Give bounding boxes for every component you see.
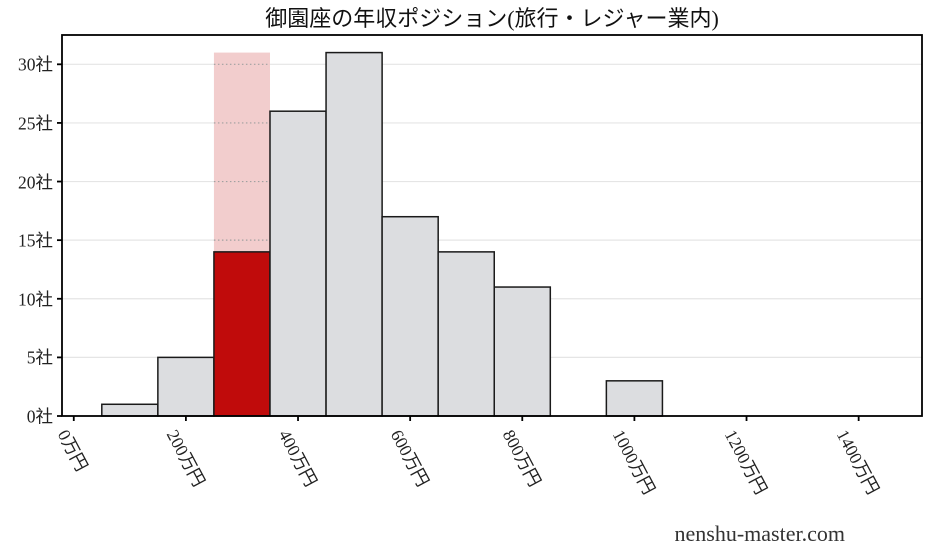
histogram-bar bbox=[101, 403, 159, 417]
plot-border bbox=[61, 34, 923, 417]
x-tick-label: 1200万円 bbox=[720, 426, 772, 498]
histogram-bar bbox=[269, 110, 327, 417]
x-tick-label: 400万円 bbox=[274, 426, 321, 490]
histogram-bar bbox=[437, 251, 495, 417]
watermark: nenshu-master.com bbox=[674, 521, 845, 546]
x-tick-label: 1000万円 bbox=[608, 426, 660, 498]
y-tick-label: 5社 bbox=[26, 347, 53, 368]
histogram-canvas bbox=[57, 34, 923, 421]
y-tick-label: 20社 bbox=[18, 172, 53, 193]
x-tick-label: 0万円 bbox=[54, 426, 93, 475]
y-tick-label: 15社 bbox=[18, 230, 53, 251]
x-tick-label: 600万円 bbox=[386, 426, 433, 490]
y-tick-label: 25社 bbox=[18, 113, 53, 134]
plot-area: 0社 5社 10社 15社 20社 25社 30社 0万円 200万円 400万円 600万円 800… bbox=[18, 34, 923, 498]
x-tick-label: 200万円 bbox=[162, 426, 209, 490]
y-tick-label: 0社 bbox=[26, 406, 53, 427]
y-tick-label: 30社 bbox=[18, 54, 53, 75]
histogram-bar bbox=[493, 286, 552, 417]
x-tick-label: 1400万円 bbox=[832, 426, 884, 498]
histogram-bar bbox=[381, 215, 439, 417]
chart-title: 御園座の年収ポジション(旅行・レジャー業内) bbox=[265, 6, 719, 31]
x-tick-label: 800万円 bbox=[498, 426, 546, 490]
histogram-bar bbox=[605, 380, 664, 417]
y-tick-label: 10社 bbox=[18, 289, 53, 310]
histogram-bar bbox=[325, 51, 383, 417]
histogram-bar bbox=[157, 356, 215, 417]
histogram-bar-highlighted bbox=[213, 251, 271, 417]
